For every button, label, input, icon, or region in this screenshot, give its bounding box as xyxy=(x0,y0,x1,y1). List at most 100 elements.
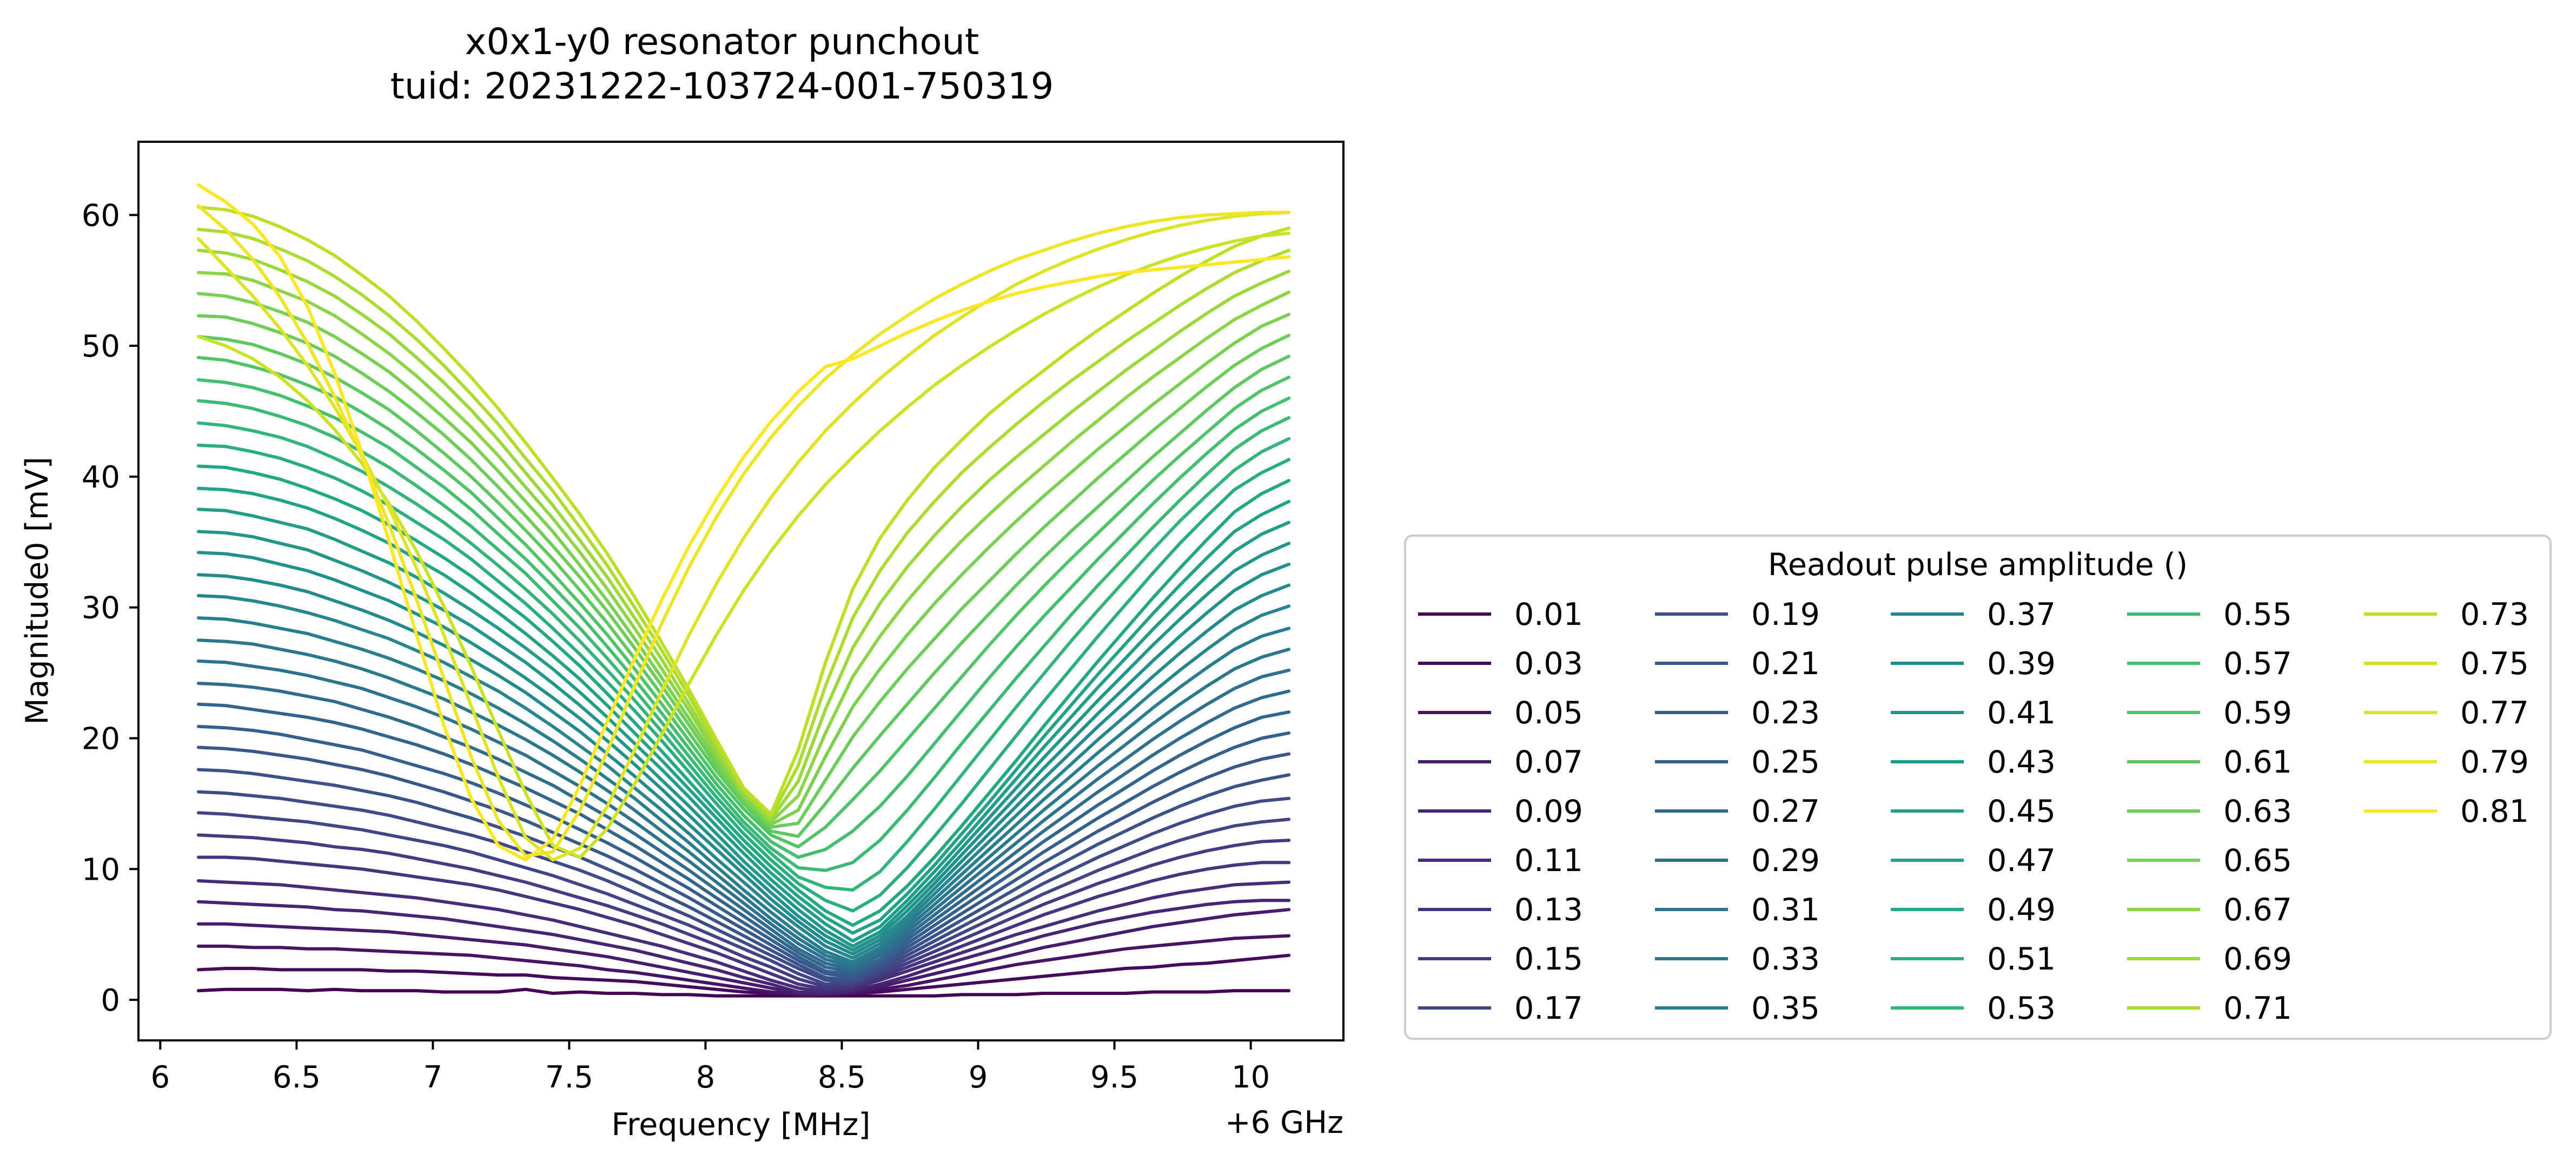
legend-label-0.49: 0.49 xyxy=(1987,892,2056,928)
legend-label-0.59: 0.59 xyxy=(2223,695,2292,731)
legend-label-0.45: 0.45 xyxy=(1987,794,2056,829)
series-line-0.35 xyxy=(196,616,1291,964)
y-tick-label: 0 xyxy=(101,983,120,1018)
legend-label-0.81: 0.81 xyxy=(2460,794,2529,829)
legend-label-0.07: 0.07 xyxy=(1514,744,1583,780)
legend-label-0.67: 0.67 xyxy=(2223,892,2292,928)
chart-title-group: x0x1-y0 resonator punchout tuid: 2023122… xyxy=(390,21,1054,107)
series-line-0.73 xyxy=(196,205,1291,816)
series-line-0.11 xyxy=(196,879,1291,994)
x-tick-label: 6.5 xyxy=(273,1060,321,1095)
legend-label-0.17: 0.17 xyxy=(1514,991,1583,1026)
series-line-0.67 xyxy=(196,271,1291,824)
series-line-0.79 xyxy=(196,204,1291,858)
x-tick-label: 7.5 xyxy=(545,1060,593,1095)
series-line-0.33 xyxy=(196,638,1291,966)
series-line-0.25 xyxy=(196,724,1291,977)
chart-title: x0x1-y0 resonator punchout xyxy=(465,21,979,63)
plot-background xyxy=(138,142,1343,1040)
series-line-0.61 xyxy=(196,335,1291,838)
y-axis: 0 10 20 30 40 50 60 xyxy=(82,198,138,1018)
y-axis-label: Magnitude0 [mV] xyxy=(19,457,55,724)
series-line-0.71 xyxy=(196,228,1291,819)
legend-label-0.63: 0.63 xyxy=(2223,794,2292,829)
y-tick-label: 30 xyxy=(82,591,120,626)
series-line-0.21 xyxy=(196,768,1291,982)
legend-label-0.43: 0.43 xyxy=(1987,744,2056,780)
series-line-0.65 xyxy=(196,292,1291,827)
x-tick-label: 10 xyxy=(1231,1060,1270,1095)
legend-label-0.19: 0.19 xyxy=(1751,597,1820,632)
x-tick-label: 8 xyxy=(696,1060,716,1095)
legend-label-0.55: 0.55 xyxy=(2223,597,2292,632)
series-line-0.45 xyxy=(196,507,1291,943)
legend-label-0.31: 0.31 xyxy=(1751,892,1820,928)
legend-title: Readout pulse amplitude () xyxy=(1768,547,2188,583)
legend-label-0.41: 0.41 xyxy=(1987,695,2056,731)
legend-label-0.15: 0.15 xyxy=(1514,941,1583,977)
series-line-0.23 xyxy=(196,746,1291,979)
legend-label-0.61: 0.61 xyxy=(2223,744,2292,780)
y-tick-label: 60 xyxy=(82,198,120,233)
legend-label-0.71: 0.71 xyxy=(2223,991,2292,1026)
series-line-0.19 xyxy=(196,790,1291,984)
series-line-0.09 xyxy=(196,899,1291,995)
series-line-0.53 xyxy=(196,421,1291,892)
legend-label-0.79: 0.79 xyxy=(2460,744,2529,780)
series-line-0.81 xyxy=(196,183,1291,862)
x-tick-label: 9.5 xyxy=(1090,1060,1138,1095)
series-line-0.47 xyxy=(196,486,1291,935)
legend-label-0.09: 0.09 xyxy=(1514,794,1583,829)
plot-area xyxy=(137,141,1345,1041)
series-line-0.01 xyxy=(196,987,1291,998)
x-axis-offset-label: +6 GHz xyxy=(1225,1105,1343,1140)
series-line-0.63 xyxy=(196,314,1291,829)
series-line-0.15 xyxy=(196,833,1291,988)
legend-label-0.37: 0.37 xyxy=(1987,597,2056,632)
series-line-0.43 xyxy=(196,530,1291,948)
x-axis: 6 6.5 7 7.5 8 8.5 9 9.5 10 xyxy=(151,1040,1270,1095)
legend-label-0.77: 0.77 xyxy=(2460,695,2529,731)
series-line-0.59 xyxy=(196,355,1291,849)
x-tick-label: 8.5 xyxy=(818,1060,866,1095)
x-tick-label: 7 xyxy=(423,1060,443,1095)
x-tick-label: 6 xyxy=(151,1060,170,1095)
chart-subtitle: tuid: 20231222-103724-001-750319 xyxy=(390,65,1054,107)
series-line-0.29 xyxy=(196,682,1291,972)
legend-label-0.03: 0.03 xyxy=(1514,646,1583,682)
series-line-0.07 xyxy=(196,908,1291,997)
legend-label-0.05: 0.05 xyxy=(1514,695,1583,731)
series-line-0.69 xyxy=(196,248,1291,821)
series-line-0.77 xyxy=(196,210,1291,862)
legend-label-0.53: 0.53 xyxy=(1987,991,2056,1026)
legend-label-0.51: 0.51 xyxy=(1987,941,2056,977)
series-line-0.05 xyxy=(196,934,1291,997)
series-line-0.41 xyxy=(196,551,1291,952)
series-line-0.39 xyxy=(196,573,1291,956)
legend-label-0.47: 0.47 xyxy=(1987,843,2056,879)
legend-items: 0.01 0.03 0.05 0.07 0.09 0.11 0.13 0.15 0.17 0.19… xyxy=(1418,597,2529,1026)
legend-frame xyxy=(1404,535,2552,1040)
plot-frame xyxy=(137,141,1345,1041)
series-line-0.55 xyxy=(196,399,1291,872)
legend-label-0.73: 0.73 xyxy=(2460,597,2529,632)
series-line-0.17 xyxy=(196,811,1291,986)
legend-label-0.11: 0.11 xyxy=(1514,843,1583,879)
legend-label-0.35: 0.35 xyxy=(1751,991,1820,1026)
y-tick-label: 50 xyxy=(82,329,120,364)
legend-label-0.13: 0.13 xyxy=(1514,892,1583,928)
legend-label-0.57: 0.57 xyxy=(2223,646,2292,682)
legend-label-0.29: 0.29 xyxy=(1751,843,1820,879)
y-tick-label: 20 xyxy=(82,721,120,756)
series-line-0.49 xyxy=(196,464,1291,927)
series-line-0.31 xyxy=(196,659,1291,969)
legend-label-0.75: 0.75 xyxy=(2460,646,2529,682)
legend: Readout pulse amplitude () 0.010.030.050… xyxy=(1404,535,2552,1040)
legend-label-0.23: 0.23 xyxy=(1751,695,1820,731)
legend-label-0.33: 0.33 xyxy=(1751,941,1820,977)
y-tick-label: 40 xyxy=(82,460,120,495)
series-line-0.03 xyxy=(196,953,1291,997)
legend-label-0.01: 0.01 xyxy=(1514,597,1583,632)
y-tick-label: 10 xyxy=(82,852,120,887)
